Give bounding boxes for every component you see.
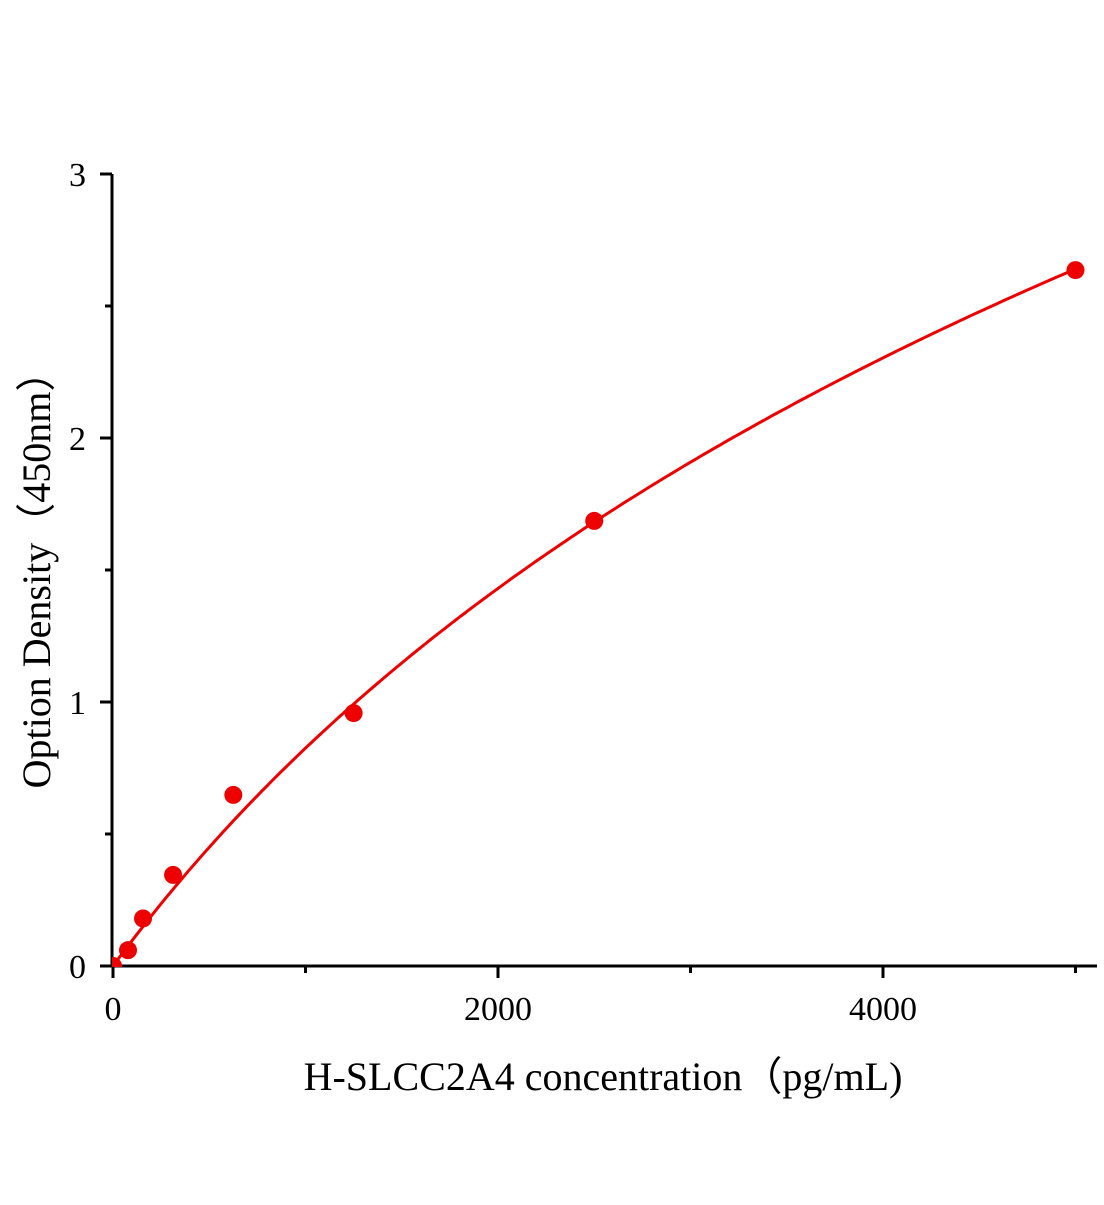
y-axis-label: Option Density（450nm）: [14, 352, 59, 789]
data-point: [1066, 261, 1085, 280]
data-point: [224, 785, 243, 804]
x-tick-label: 4000: [849, 991, 917, 1028]
y-tick-label: 0: [69, 949, 86, 986]
x-axis-label: H-SLCC2A4 concentration（pg/mL): [304, 1054, 903, 1099]
x-tick-label: 0: [105, 991, 122, 1028]
y-tick-label: 2: [69, 421, 86, 458]
fit-curve: [112, 267, 1077, 967]
tick-labels: 0 2000 4000 0 1 2 3: [69, 157, 917, 1028]
x-tick-label: 2000: [464, 991, 532, 1028]
fit-curve-layer: [112, 267, 1077, 967]
data-point: [112, 957, 122, 967]
y-tick-label: 1: [69, 685, 86, 722]
data-point: [119, 941, 138, 960]
data-point: [344, 704, 363, 723]
y-tick-label: 3: [69, 157, 86, 194]
axes: [100, 172, 1097, 978]
data-point: [134, 909, 153, 928]
data-point: [585, 511, 604, 530]
data-point: [164, 865, 183, 884]
data-points: [112, 261, 1085, 967]
